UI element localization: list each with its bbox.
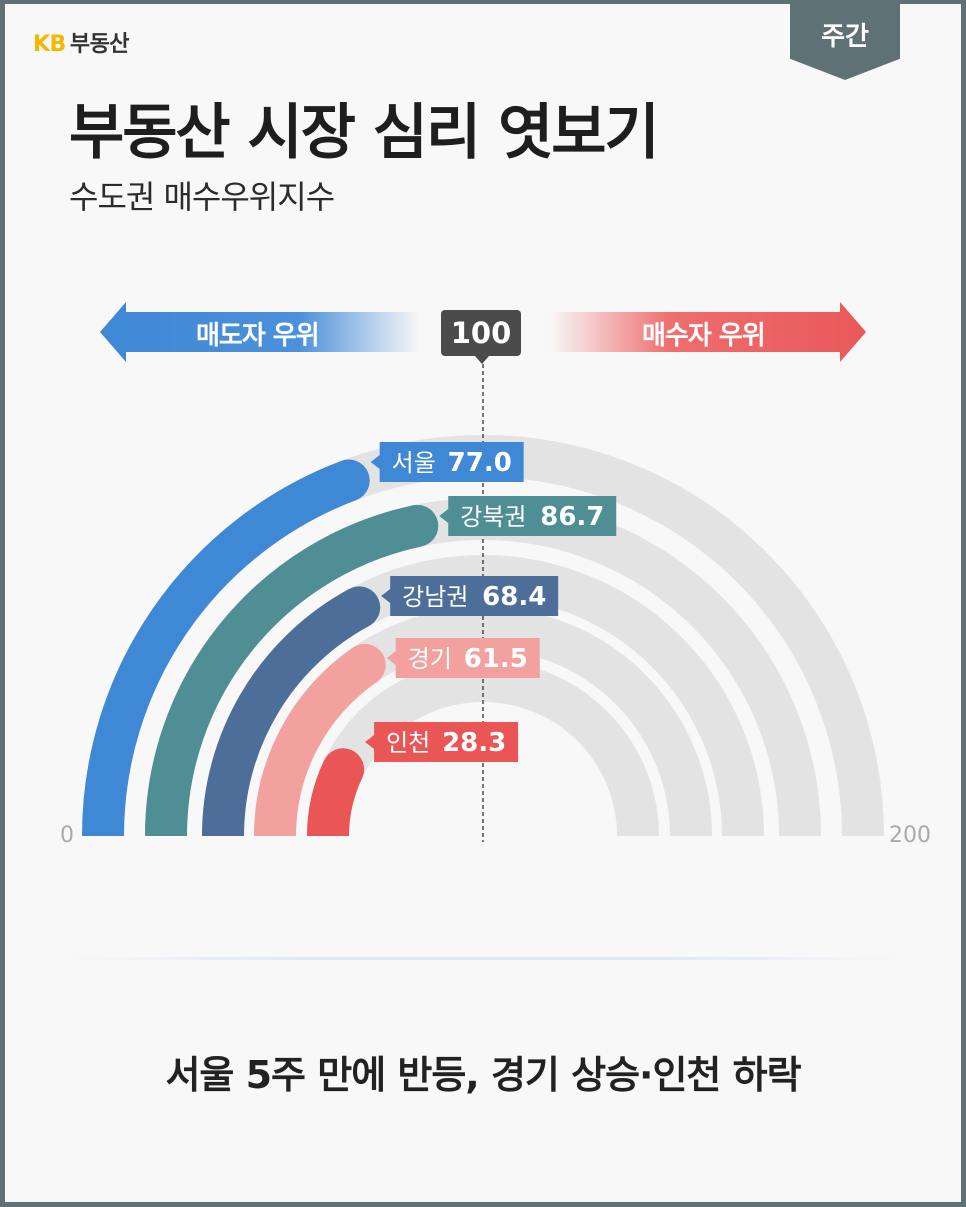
headline: 서울 5주 만에 반등, 경기 상승·인천 하락 <box>165 1053 801 1097</box>
series-value-4: 61.5 <box>464 644 528 674</box>
bar-arc-2 <box>145 505 422 837</box>
buyer-index-radial-chart: 0 200 서울 77.0 강북권 86.7 강남권 68.4 경기 61.5 인천 28.3 <box>5 350 961 900</box>
series-name-3: 강남권 <box>402 583 468 611</box>
bar-end-cap-5 <box>322 748 365 791</box>
series-name-2: 강북권 <box>460 503 526 531</box>
page-title: 부동산 시장 심리 엿보기 <box>69 98 660 168</box>
axis-min-label: 0 <box>60 823 74 848</box>
series-callout-5 <box>365 722 519 762</box>
buyer-advantage-label: 매수자 우위 <box>642 321 765 351</box>
bar-arc-4 <box>254 647 377 837</box>
axis-max-label: 200 <box>889 823 931 848</box>
bar-end-cap-2 <box>396 504 439 547</box>
series-value-1: 77.0 <box>448 448 512 478</box>
series-value-3: 68.4 <box>482 582 546 612</box>
bar-arc-1 <box>82 460 357 837</box>
brand-kb: KB <box>33 32 66 57</box>
bar-end-cap-1 <box>327 459 370 502</box>
series-callout-1 <box>370 442 524 482</box>
infographic-card: KB 부동산 주간 부동산 시장 심리 엿보기 수도권 매수우위지수 매도자 우위… <box>5 4 961 1202</box>
series-name-5: 인천 <box>386 729 430 757</box>
seller-advantage-arrow: 매도자 우위 <box>100 302 420 362</box>
series-callout-2 <box>439 496 617 536</box>
bar-end-cap-3 <box>338 586 381 629</box>
series-name-4: 경기 <box>408 645 452 673</box>
bar-end-cap-4 <box>343 643 386 686</box>
series-name-1: 서울 <box>392 449 436 477</box>
series-value-5: 28.3 <box>442 728 506 758</box>
divider <box>65 957 901 960</box>
reference-100-badge: 100 <box>441 310 521 364</box>
chart-baseline-mask <box>5 840 961 900</box>
brand-name: 부동산 <box>69 32 130 57</box>
series-callout-3 <box>381 576 559 616</box>
buyer-advantage-arrow: 매수자 우위 <box>550 302 866 362</box>
series-callout-4 <box>386 638 540 678</box>
bar-arc-3 <box>202 588 370 837</box>
seller-advantage-label: 매도자 우위 <box>196 321 320 351</box>
series-value-2: 86.7 <box>540 502 604 532</box>
brand-logo: KB 부동산 <box>33 26 130 58</box>
page-subtitle: 수도권 매수우위지수 <box>69 178 335 216</box>
